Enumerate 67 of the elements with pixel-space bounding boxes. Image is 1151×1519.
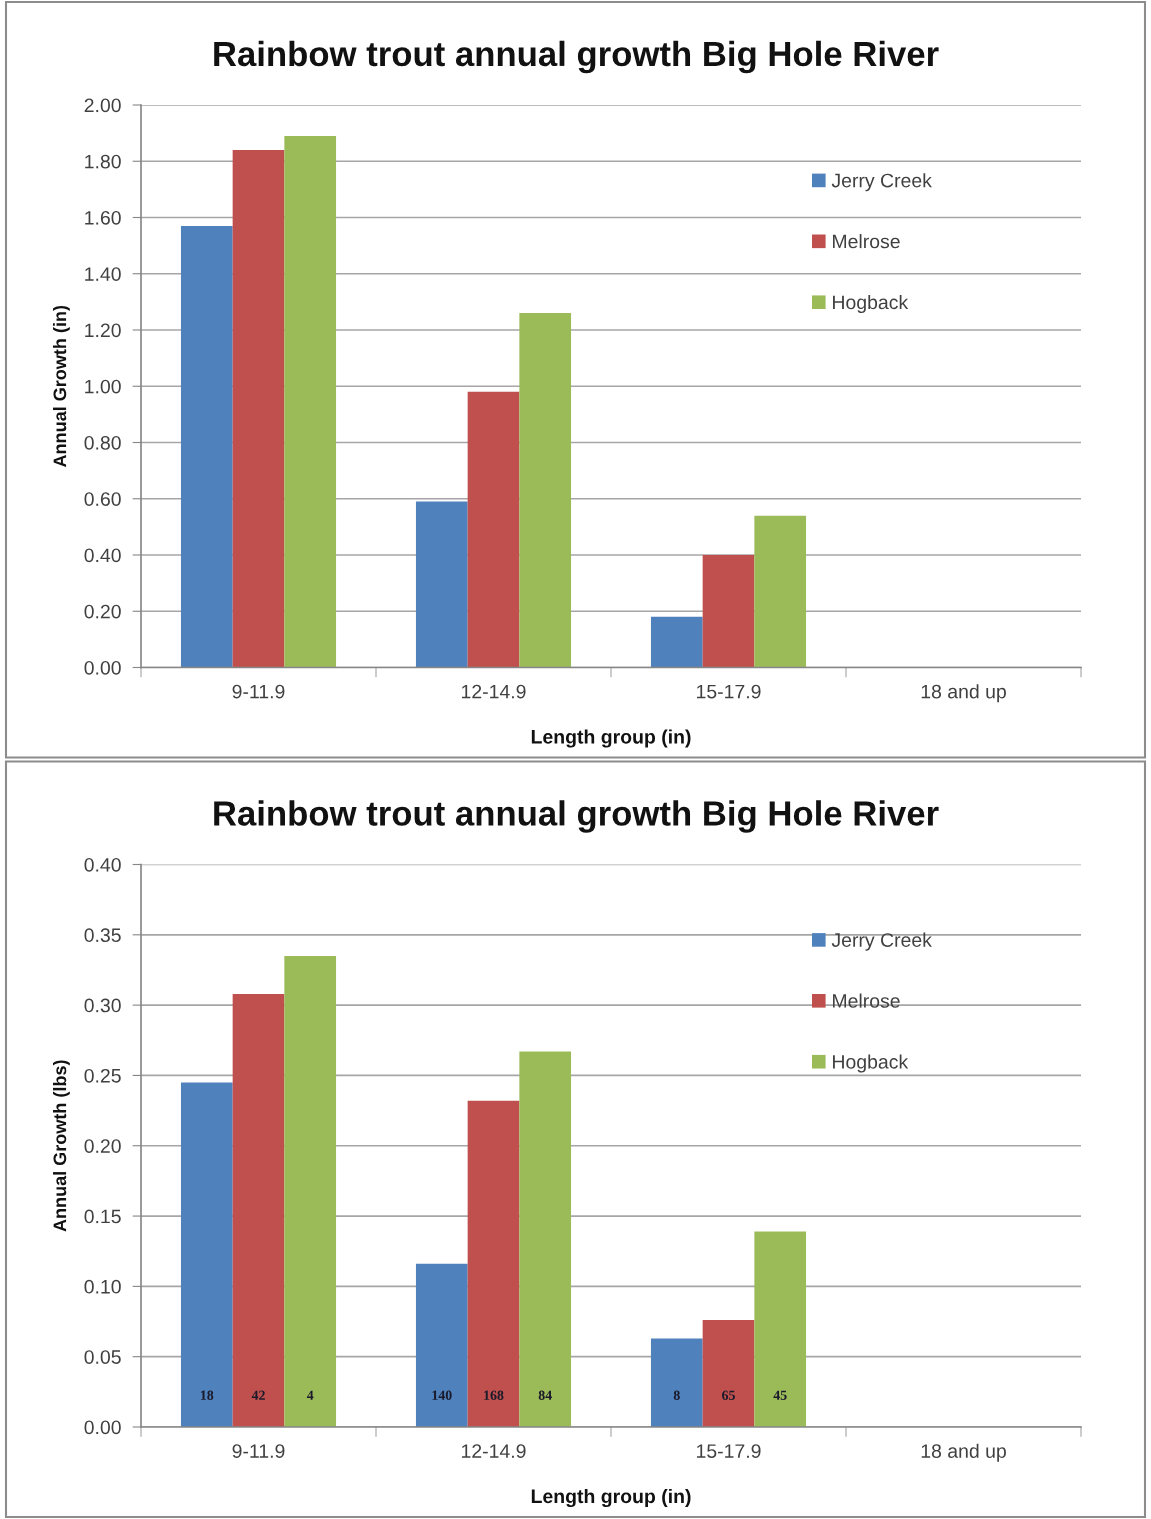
annotation: 18	[200, 1390, 214, 1400]
bar	[180, 225, 233, 668]
bar	[754, 1231, 807, 1427]
bar	[467, 1100, 520, 1427]
x-tick-label: 9-11.9	[232, 684, 285, 699]
annotation: 84	[538, 1390, 552, 1400]
x-tick-label: 18 and up	[921, 1443, 1006, 1462]
y-tick-label: 1.20	[85, 323, 121, 338]
bar	[284, 135, 337, 668]
bar	[702, 555, 755, 668]
y-tick-label: 0.20	[84, 1139, 121, 1153]
y-tick-label: 0.10	[84, 1279, 121, 1294]
y-tick-label: 0.30	[84, 998, 121, 1013]
annotation: 65	[722, 1390, 735, 1400]
y-tick-label: 0.20	[84, 604, 121, 619]
x-tick-label: 12-14.9	[462, 1444, 526, 1458]
y-axis-title: Annual Growth (in)	[52, 305, 70, 468]
y-tick-label: 0.35	[84, 928, 121, 943]
annotation: 42	[251, 1390, 265, 1400]
bar	[754, 515, 807, 668]
y-tick-label: 0.15	[84, 1209, 121, 1224]
y-tick-label: 0.40	[84, 857, 121, 872]
x-axis-title: Length group (in)	[531, 729, 691, 748]
annotation: 8	[673, 1390, 680, 1400]
bar	[650, 1338, 703, 1427]
y-axis-title: Annual Growth (lbs)	[52, 1060, 70, 1232]
y-tick-label: 0.25	[84, 1068, 121, 1083]
y-tick-label: 1.00	[85, 379, 121, 394]
legend-label: Melrose	[833, 993, 900, 1008]
annotation: 4	[306, 1390, 314, 1400]
x-tick-label: 15-17.9	[697, 684, 761, 699]
legend-label: Hogback	[833, 294, 909, 314]
bar	[702, 1320, 755, 1427]
annotation: 45	[773, 1390, 787, 1400]
bar	[467, 391, 520, 668]
x-tick-label: 12-14.9	[462, 684, 526, 699]
legend-label: Jerry Creek	[831, 932, 932, 951]
y-tick-label: 0.40	[84, 548, 121, 563]
y-tick-label: 0.05	[84, 1350, 121, 1364]
legend-label: Jerry Creek	[831, 173, 932, 192]
bar	[650, 616, 703, 668]
bar	[415, 1263, 468, 1427]
y-tick-label: 0.00	[84, 660, 121, 675]
chart-title: Rainbow trout annual growth Big Hole River	[214, 40, 939, 74]
legend-label: Melrose	[833, 234, 900, 249]
y-tick-label: 2.00	[84, 98, 121, 113]
x-tick-label: 18 and up	[921, 684, 1006, 703]
y-tick-label: 0.60	[84, 492, 121, 506]
chart-title: Rainbow trout annual growth Big Hole River	[214, 800, 939, 833]
y-tick-label: 1.60	[85, 210, 121, 225]
x-axis-title: Length group (in)	[531, 1488, 691, 1508]
bar	[415, 501, 468, 668]
y-tick-label: 1.80	[85, 154, 121, 169]
bar	[232, 993, 285, 1427]
legend-label: Hogback	[833, 1054, 909, 1073]
bar	[284, 955, 337, 1427]
x-tick-label: 15-17.9	[697, 1444, 761, 1458]
annotation: 168	[484, 1390, 504, 1400]
bar	[180, 1082, 233, 1427]
y-tick-label: 1.40	[85, 267, 121, 281]
bar	[519, 313, 572, 668]
annotation: 140	[432, 1390, 452, 1400]
y-tick-label: 0.80	[84, 435, 121, 450]
y-tick-label: 0.00	[84, 1420, 121, 1435]
x-tick-label: 9-11.9	[232, 1444, 285, 1458]
bar	[232, 150, 285, 668]
bar	[519, 1051, 572, 1427]
